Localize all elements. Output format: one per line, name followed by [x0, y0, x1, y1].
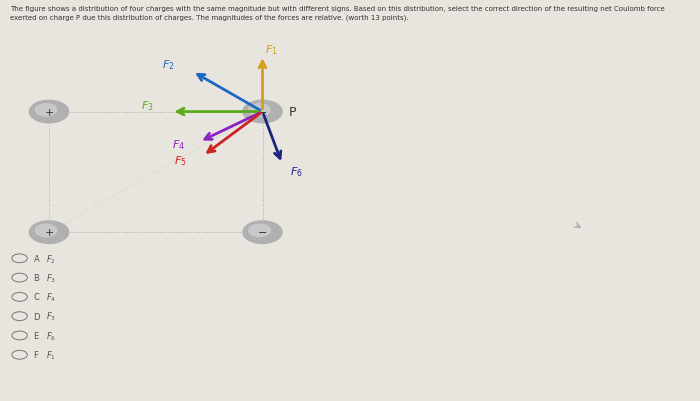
- Text: −: −: [258, 107, 267, 117]
- Text: +: +: [44, 107, 54, 117]
- Text: $F_6$: $F_6$: [290, 165, 302, 178]
- Text: P: P: [289, 106, 297, 119]
- Circle shape: [248, 104, 270, 117]
- Text: The figure shows a distribution of four charges with the same magnitude but with: The figure shows a distribution of four …: [10, 6, 664, 20]
- Text: $F_5$: $F_5$: [174, 154, 186, 167]
- Text: $F_6$: $F_6$: [46, 329, 55, 342]
- Text: $F_4$: $F_4$: [46, 291, 56, 304]
- Circle shape: [35, 104, 57, 117]
- Circle shape: [243, 101, 282, 124]
- Circle shape: [35, 225, 57, 237]
- Text: +: +: [44, 228, 54, 237]
- Circle shape: [29, 101, 69, 124]
- Text: E: E: [34, 331, 39, 340]
- Text: A: A: [34, 254, 39, 263]
- Text: $F_1$: $F_1$: [46, 348, 55, 361]
- Text: $F_3$: $F_3$: [46, 271, 55, 284]
- Text: $F_2$: $F_2$: [162, 58, 174, 72]
- Text: −: −: [258, 228, 267, 237]
- Circle shape: [248, 225, 270, 237]
- Text: D: D: [34, 312, 40, 321]
- Circle shape: [243, 221, 282, 244]
- Text: C: C: [34, 293, 39, 302]
- Text: F: F: [34, 350, 38, 359]
- Text: $F_3$: $F_3$: [141, 99, 153, 113]
- Text: $F_4$: $F_4$: [172, 138, 185, 152]
- Circle shape: [29, 221, 69, 244]
- Text: $F_1$: $F_1$: [265, 43, 277, 57]
- Text: $F_2$: $F_2$: [46, 252, 55, 265]
- Text: B: B: [34, 273, 39, 282]
- Text: $F_3$: $F_3$: [46, 310, 55, 323]
